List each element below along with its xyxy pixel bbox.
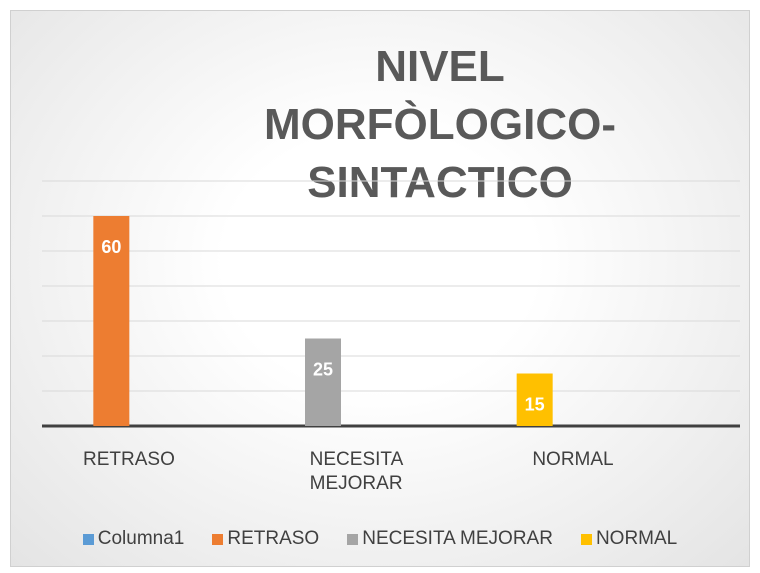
legend-swatch [82,533,94,545]
legend-swatch [347,533,359,545]
legend: Columna1 RETRASO NECESITA MEJORAR NORMAL [0,528,760,550]
legend-label: RETRASO [227,528,320,549]
legend-item: NECESITA MEJORAR [347,528,553,550]
bar [93,216,130,426]
legend-swatch [212,533,224,545]
x-tick-label: NECESITA MEJORAR [309,449,403,494]
legend-item: NORMAL [580,528,678,550]
x-tick-label: RETRASO [83,449,175,470]
legend-item: RETRASO [212,528,319,550]
data-label: 25 [313,359,333,379]
bar [305,338,341,426]
legend-swatch [580,533,592,545]
chart-background [10,10,750,567]
legend-label: Columna1 [97,528,185,549]
chart-title: NIVEL MORFÒLOGICO- SINTACTICO [264,42,616,207]
legend-label: NECESITA MEJORAR [362,528,553,549]
legend-item: Columna1 [82,528,185,550]
data-label: 60 [101,237,121,257]
bar [516,373,553,426]
data-label: 15 [525,394,545,414]
x-tick-label: NORMAL [532,449,614,470]
legend-label: NORMAL [595,528,678,549]
